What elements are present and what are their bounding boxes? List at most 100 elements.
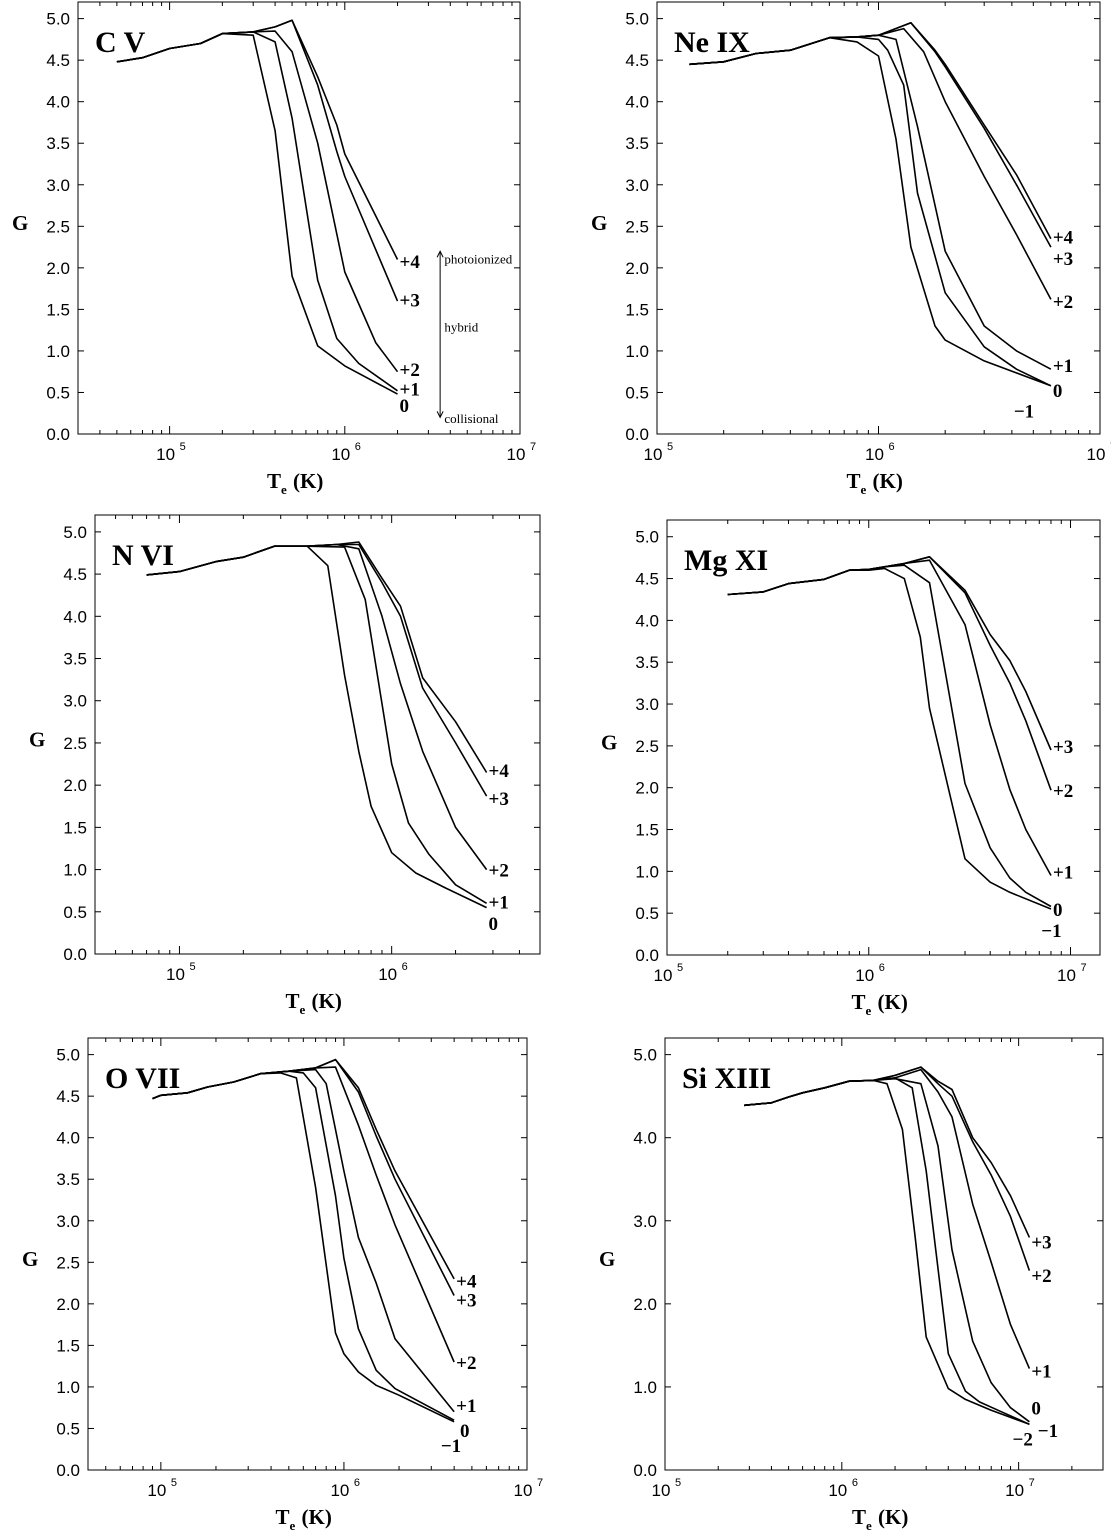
series-line	[727, 555, 1052, 791]
series-line	[689, 27, 1052, 300]
y-tick-label: 0.0	[633, 1461, 657, 1480]
y-tick-label: 0.0	[56, 1461, 80, 1480]
y-tick-label: 2.5	[63, 734, 87, 753]
y-tick-label: 2.0	[56, 1295, 80, 1314]
y-tick-label: 2.5	[56, 1253, 80, 1272]
series-label: +1	[1053, 356, 1073, 377]
x-tick-label: 10	[1005, 1481, 1024, 1500]
series-line	[689, 36, 1052, 387]
x-tick-label: 10	[652, 1481, 671, 1500]
series-label: +1	[1053, 862, 1073, 883]
chart-panel: 0.00.51.01.52.02.53.03.54.04.55.010 5 10 6 1…	[601, 519, 1101, 1018]
y-tick-label: 1.5	[46, 300, 70, 319]
y-tick-label: 4.5	[625, 51, 649, 70]
annotation-label: photoionized	[444, 252, 512, 267]
chart-title: N VI	[112, 539, 174, 572]
y-tick-label: 0.5	[625, 383, 649, 402]
y-tick-label: 1.0	[625, 342, 649, 361]
y-tick-label: 3.0	[46, 176, 70, 195]
y-tick-label: 4.5	[46, 51, 70, 70]
y-tick-label: 3.5	[56, 1170, 80, 1189]
series-line	[152, 1058, 455, 1280]
x-axis-label-subscript: e	[300, 1002, 306, 1017]
y-tick-label: 4.0	[56, 1129, 80, 1148]
y-tick-label: 0.0	[635, 946, 659, 965]
x-tick-label: 10	[1057, 966, 1076, 985]
x-tick-exponent: 6	[889, 441, 895, 453]
annotation-label: collisional	[444, 411, 499, 426]
series-line	[146, 545, 487, 909]
x-axis-label-unit: (K)	[302, 1505, 332, 1529]
y-tick-label: 2.0	[625, 259, 649, 278]
y-tick-label: 4.0	[625, 93, 649, 112]
x-tick-exponent: 5	[667, 441, 673, 453]
series-line	[727, 555, 1052, 751]
x-axis-label-unit: (K)	[878, 990, 908, 1014]
y-tick-label: 1.5	[56, 1336, 80, 1355]
series-label: 0	[400, 396, 410, 417]
series-label: +4	[456, 1272, 477, 1293]
y-tick-label: 0.5	[63, 903, 87, 922]
series-label: 0	[1053, 900, 1063, 921]
series-label: +2	[400, 360, 420, 381]
y-tick-label: 2.5	[46, 217, 70, 236]
x-axis-label: T	[847, 469, 861, 493]
x-axis-label-subscript: e	[281, 482, 287, 497]
x-tick-exponent: 7	[530, 441, 536, 453]
y-tick-label: 5.0	[63, 523, 87, 542]
y-tick-label: 3.0	[625, 176, 649, 195]
y-tick-label: 3.5	[46, 134, 70, 153]
x-axis-label: T	[276, 1505, 290, 1529]
x-tick-exponent: 6	[402, 961, 408, 973]
x-tick-label: 10	[166, 965, 185, 984]
y-tick-label: 2.0	[635, 779, 659, 798]
series-label: +2	[489, 861, 509, 882]
y-tick-label: 0.0	[46, 425, 70, 444]
series-label: −1	[441, 1436, 461, 1457]
series-line	[744, 1066, 1031, 1238]
y-axis-label: G	[12, 211, 28, 235]
series-line	[689, 34, 1052, 370]
x-axis-label: T	[267, 469, 281, 493]
y-tick-label: 3.5	[635, 653, 659, 672]
series-label: −1	[1014, 402, 1034, 423]
arrow-down-icon	[436, 411, 444, 419]
y-tick-label: 4.5	[63, 565, 87, 584]
arrow-up-icon	[436, 250, 444, 258]
series-label: +2	[456, 1353, 476, 1374]
x-tick-label: 10	[644, 445, 663, 464]
y-tick-label: 3.0	[635, 695, 659, 714]
x-tick-exponent: 7	[1081, 962, 1087, 974]
chart-panel: 0.00.51.01.52.02.53.03.54.04.55.010 5 10 6 1…	[591, 1, 1111, 497]
series-label: +2	[1053, 781, 1073, 802]
x-tick-label: 10	[855, 966, 874, 985]
y-tick-label: 1.5	[63, 818, 87, 837]
series-label: −2	[1013, 1429, 1033, 1450]
chart-title: Si XIII	[682, 1062, 771, 1095]
x-tick-label: 10	[147, 1481, 166, 1500]
series-label: +4	[1053, 227, 1074, 248]
series-label: +3	[400, 290, 420, 311]
x-axis-label-unit: (K)	[312, 989, 342, 1013]
y-tick-label: 3.0	[633, 1212, 657, 1231]
y-tick-label: 0.0	[625, 425, 649, 444]
chart-panel: 0.0 1.0 2.0 3.0 4.0 5.0 10 5 10 6 10 7 T e (K) G Si XIII…	[599, 1037, 1104, 1533]
series-label: +1	[1031, 1361, 1051, 1382]
plot-frame	[666, 519, 1101, 956]
y-tick-label: 4.5	[635, 570, 659, 589]
series-label: +1	[456, 1396, 476, 1417]
y-tick-label: 1.5	[625, 300, 649, 319]
y-tick-label: 1.0	[635, 862, 659, 881]
y-axis-label: G	[22, 1247, 38, 1271]
y-axis-label: G	[601, 731, 617, 755]
x-tick-exponent: 5	[171, 1477, 177, 1489]
series-line	[744, 1079, 1030, 1426]
chart-panel: 0.00.51.01.52.02.53.03.54.04.55.010 5 10 6 1…	[22, 1037, 543, 1533]
x-axis-label-unit: (K)	[873, 469, 903, 493]
annotation-label: hybrid	[444, 320, 478, 335]
series-line	[689, 36, 1052, 387]
y-tick-label: 5.0	[56, 1046, 80, 1065]
y-tick-label: 2.5	[625, 217, 649, 236]
y-tick-label: 4.5	[56, 1087, 80, 1106]
